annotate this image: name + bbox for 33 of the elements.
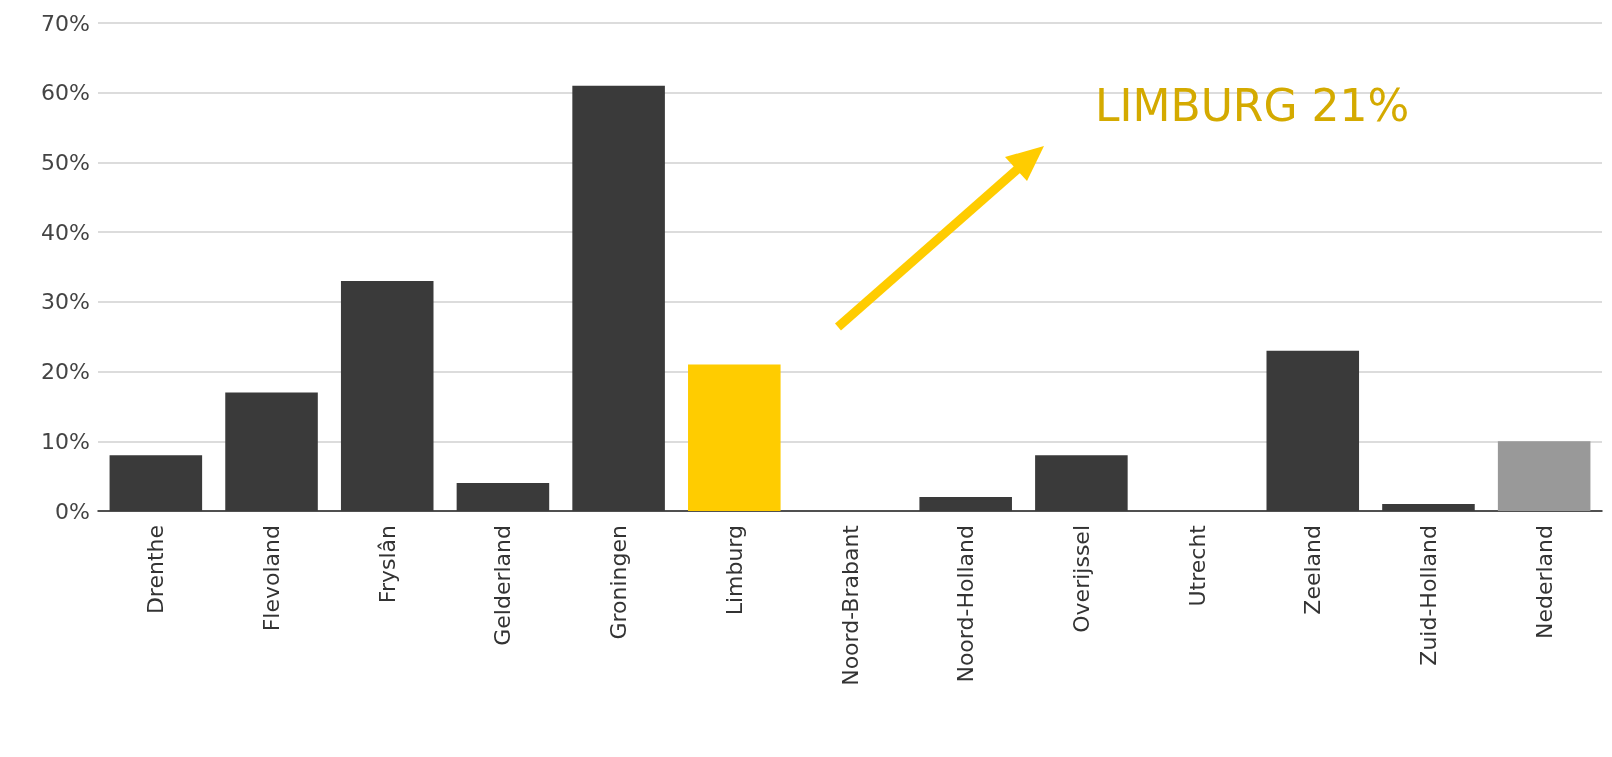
x-tick-label: Nederland	[1531, 525, 1557, 640]
y-tick-label: 30%	[41, 289, 90, 315]
x-tick-label: Utrecht	[1184, 524, 1210, 607]
y-tick-label: 10%	[41, 428, 90, 454]
y-tick-label: 60%	[41, 80, 90, 106]
y-tick-label: 20%	[41, 359, 90, 385]
bar	[919, 497, 1012, 511]
y-tick-label: 50%	[41, 149, 90, 175]
x-tick-label: Gelderland	[490, 525, 516, 646]
x-tick-label: Zeeland	[1300, 525, 1326, 615]
bar	[109, 455, 203, 511]
x-tick-label: Limburg	[721, 525, 747, 616]
bar	[225, 392, 318, 511]
bar	[1382, 504, 1475, 511]
bar	[340, 280, 434, 511]
y-tick-label: 40%	[41, 219, 90, 245]
bar	[1035, 455, 1128, 511]
x-tick-label: Drenthe	[143, 525, 169, 615]
bar	[1266, 350, 1360, 511]
bar	[1497, 441, 1591, 511]
x-tick-label: Groningen	[606, 525, 632, 640]
x-tick-label: Noord-Holland	[953, 525, 979, 683]
x-tick-label: Flevoland	[259, 525, 285, 632]
bar	[572, 85, 665, 511]
y-tick-label: 0%	[55, 498, 90, 524]
y-tick-label: 70%	[41, 10, 90, 36]
x-tick-label: Noord-Brabant	[837, 524, 863, 686]
bar	[688, 364, 781, 511]
x-tick-label: Fryslân	[374, 525, 400, 604]
bar	[456, 483, 550, 511]
x-tick-label: Zuid-Holland	[1415, 525, 1441, 666]
annotation: LIMBURG 21%	[1095, 79, 1410, 131]
x-tick-label: Overijssel	[1068, 525, 1094, 633]
